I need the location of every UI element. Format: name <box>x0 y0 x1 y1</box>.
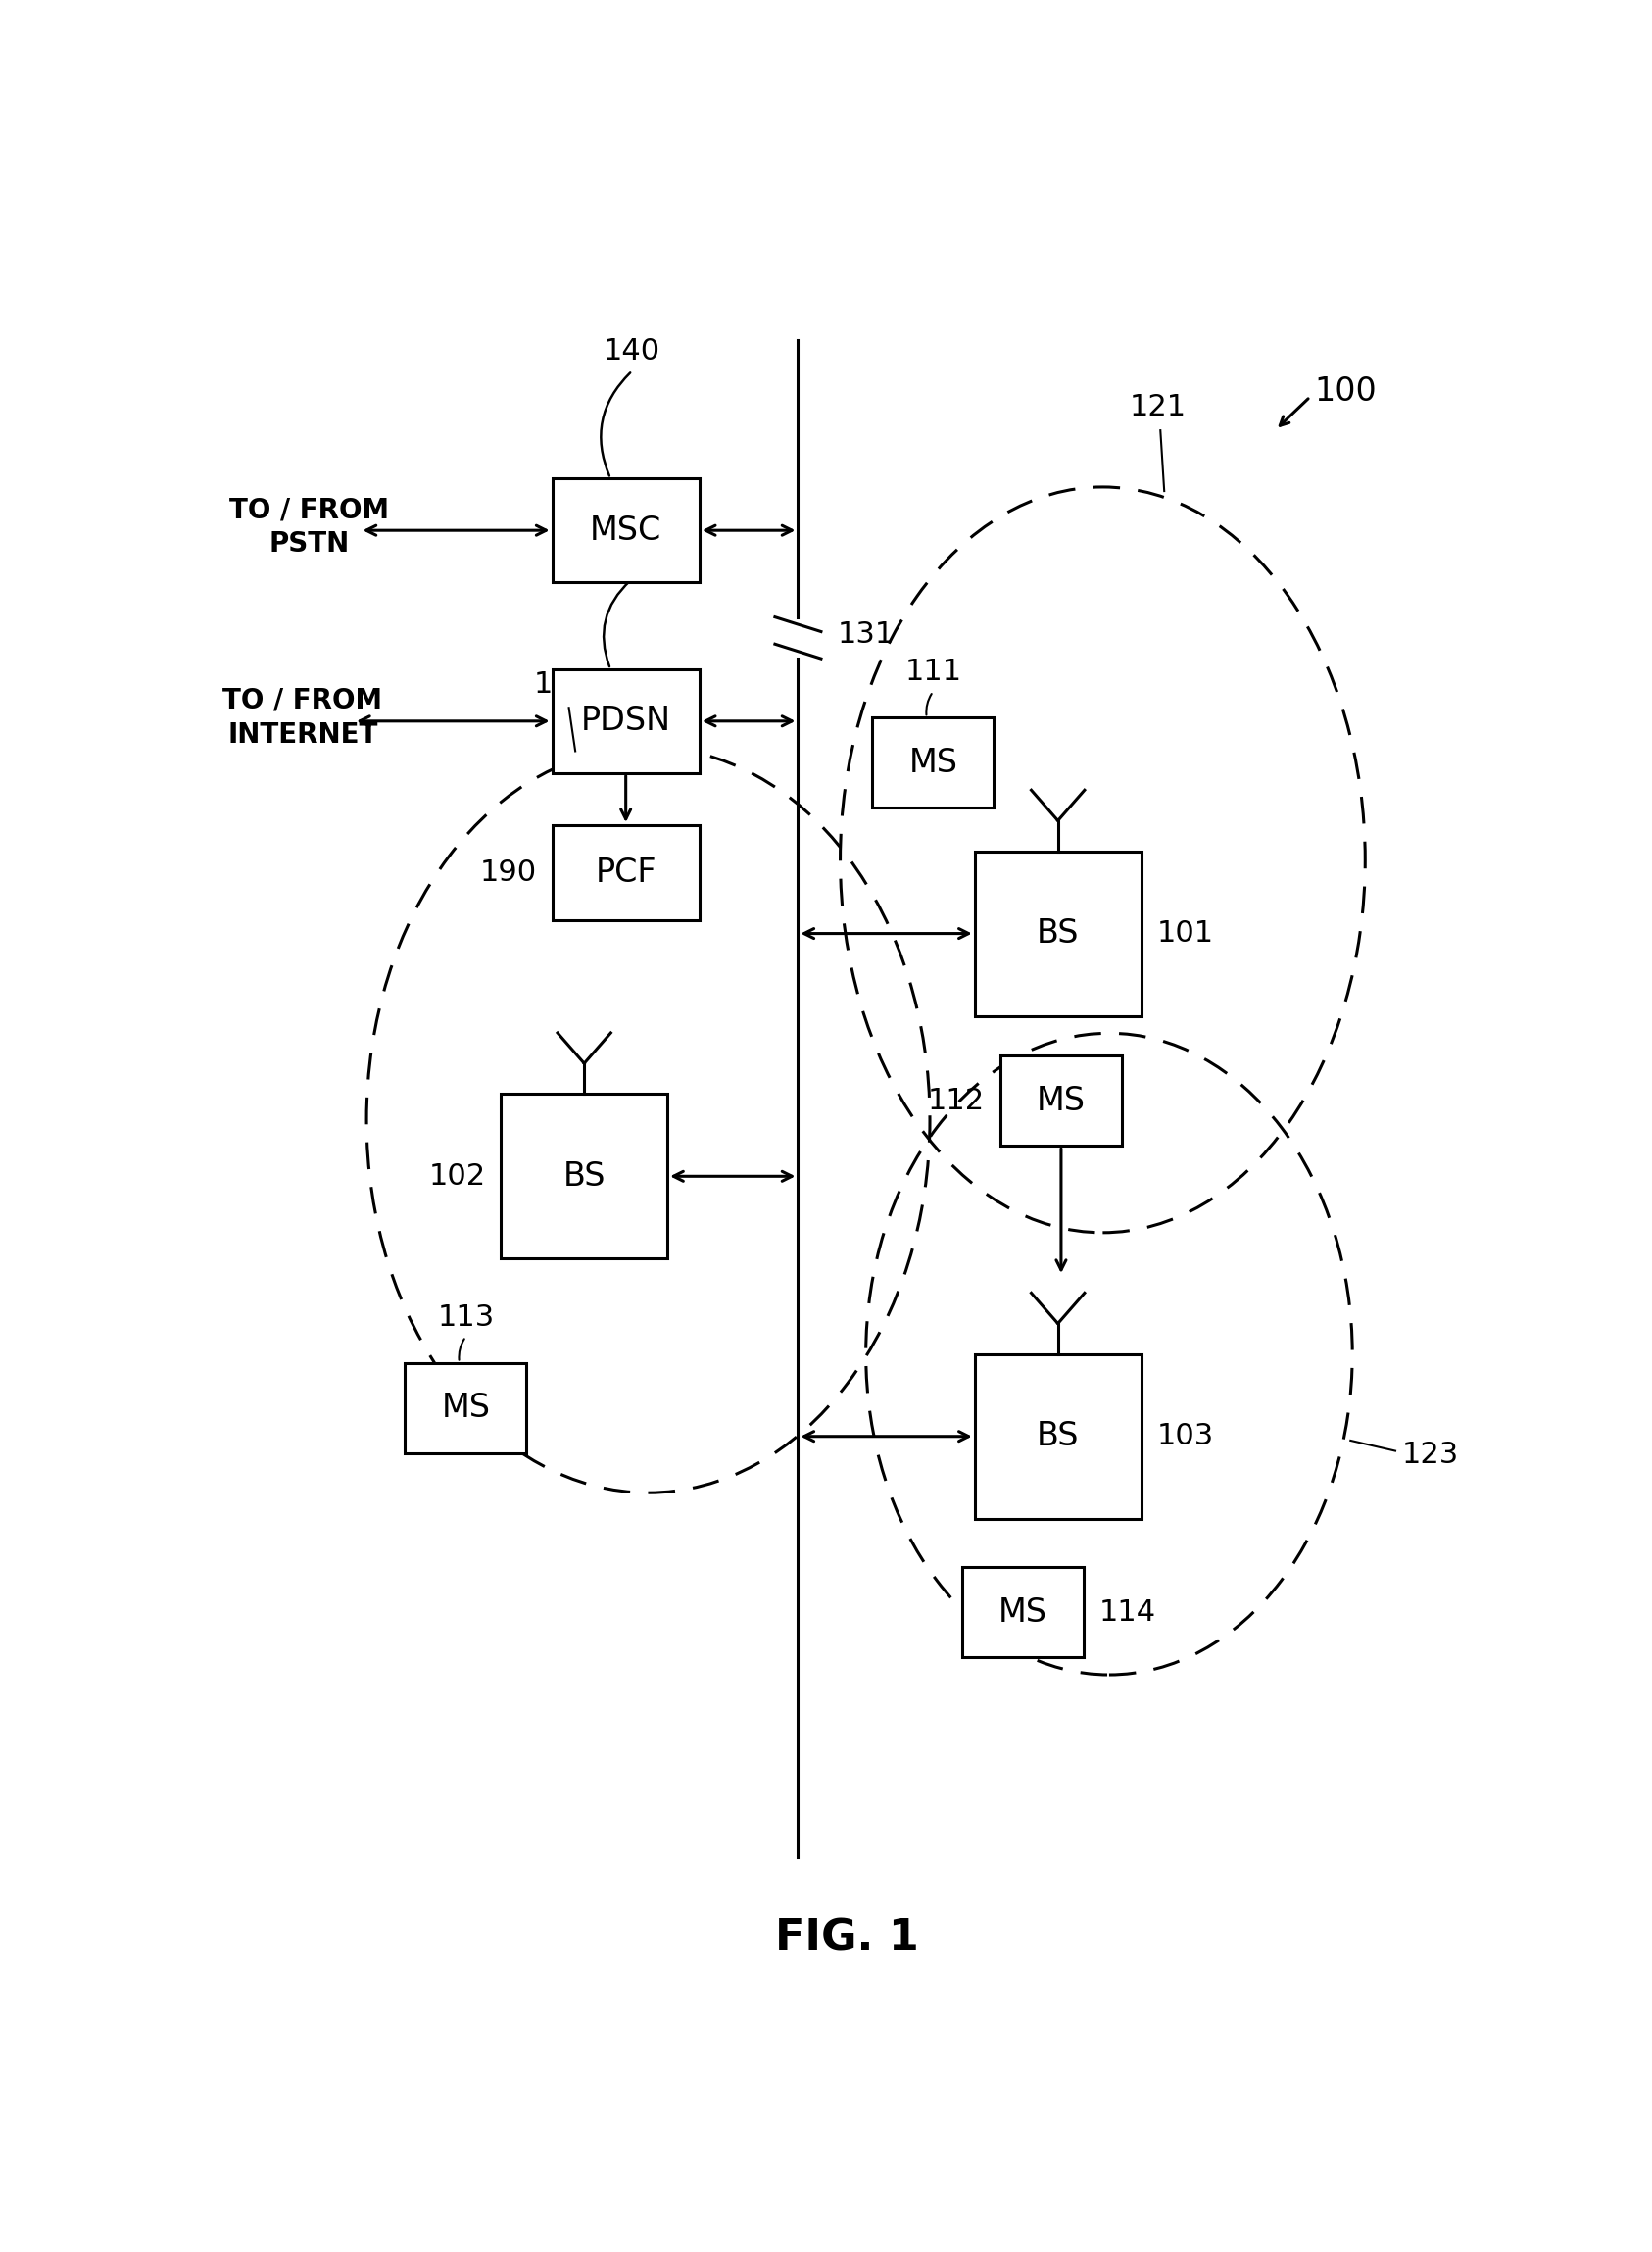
Text: BS: BS <box>1036 917 1079 950</box>
Bar <box>552 824 699 921</box>
Text: 140: 140 <box>603 338 661 365</box>
Text: PDSN: PDSN <box>580 705 671 736</box>
Text: 131: 131 <box>838 619 895 649</box>
Text: 103: 103 <box>1156 1423 1214 1450</box>
Text: MS: MS <box>441 1392 491 1423</box>
Bar <box>1001 1056 1122 1146</box>
Text: MS: MS <box>1036 1085 1085 1117</box>
Text: TO / FROM
INTERNET: TO / FROM INTERNET <box>223 687 383 748</box>
Text: 101: 101 <box>1156 919 1214 948</box>
Bar <box>975 851 1142 1016</box>
Text: 102: 102 <box>428 1162 486 1191</box>
Text: MSC: MSC <box>590 513 662 547</box>
Text: 113: 113 <box>438 1304 494 1331</box>
Bar <box>961 1567 1084 1657</box>
Text: 100: 100 <box>1313 376 1376 408</box>
Text: 114: 114 <box>1099 1599 1156 1626</box>
Bar <box>552 669 699 772</box>
Text: 123: 123 <box>1401 1441 1459 1468</box>
Text: BS: BS <box>563 1160 606 1194</box>
Text: 112: 112 <box>928 1088 985 1115</box>
Text: BS: BS <box>1036 1421 1079 1453</box>
Bar <box>501 1094 667 1259</box>
Text: PCF: PCF <box>595 856 656 890</box>
Bar <box>975 1353 1142 1518</box>
Bar <box>405 1362 527 1453</box>
Text: FIG. 1: FIG. 1 <box>775 1916 919 1959</box>
Bar <box>872 718 995 808</box>
Text: 122: 122 <box>534 671 591 698</box>
Text: 190: 190 <box>479 858 537 887</box>
Text: TO / FROM
PSTN: TO / FROM PSTN <box>230 495 388 558</box>
Text: 111: 111 <box>905 658 961 687</box>
Text: 121: 121 <box>1130 394 1186 421</box>
Bar <box>552 477 699 583</box>
Text: MS: MS <box>998 1597 1047 1628</box>
Text: MS: MS <box>909 745 958 779</box>
Text: 150: 150 <box>603 545 661 574</box>
